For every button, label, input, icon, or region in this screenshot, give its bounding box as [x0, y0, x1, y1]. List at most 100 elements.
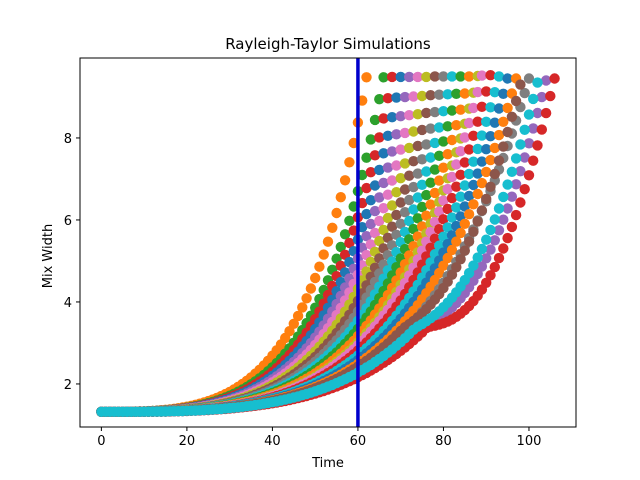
- data-point: [408, 181, 419, 193]
- data-point: [288, 318, 299, 329]
- data-point: [510, 179, 522, 190]
- data-point: [386, 200, 398, 211]
- data-point: [489, 261, 500, 273]
- data-point: [399, 184, 411, 195]
- data-point: [468, 226, 479, 237]
- data-point: [378, 72, 389, 83]
- data-point: [412, 168, 423, 179]
- data-point: [498, 116, 509, 128]
- data-point: [476, 243, 488, 255]
- data-point: [374, 192, 385, 203]
- data-point: [451, 88, 462, 100]
- data-point: [472, 168, 483, 179]
- data-point: [493, 225, 505, 236]
- data-point: [485, 131, 496, 142]
- data-point: [451, 202, 462, 213]
- chart-title: Rayleigh-Taylor Simulations: [225, 35, 431, 53]
- data-point: [335, 241, 346, 253]
- data-point: [455, 71, 466, 82]
- data-point: [442, 252, 453, 264]
- data-point: [365, 167, 376, 178]
- data-point: [489, 214, 500, 225]
- data-point: [532, 77, 543, 88]
- data-point: [399, 207, 411, 218]
- plot-area: [96, 58, 560, 427]
- data-point: [425, 152, 436, 163]
- data-point: [425, 90, 436, 101]
- data-point: [446, 71, 458, 82]
- data-point: [459, 88, 470, 99]
- data-point: [416, 179, 428, 190]
- data-point: [519, 184, 530, 195]
- axes-frame: [79, 57, 577, 428]
- data-point: [489, 142, 500, 154]
- data-point: [451, 120, 462, 131]
- data-point: [429, 71, 441, 82]
- data-point: [519, 124, 530, 135]
- data-point: [429, 187, 441, 199]
- data-point: [481, 144, 492, 155]
- data-point: [468, 179, 479, 191]
- data-point: [528, 93, 539, 105]
- data-point: [446, 192, 458, 204]
- series-23: [96, 77, 543, 417]
- x-axis-ticks: 0 20 40 60 80 100: [97, 427, 541, 449]
- data-point: [502, 73, 513, 84]
- data-point: [386, 221, 398, 232]
- data-point: [374, 215, 385, 227]
- data-point: [416, 90, 428, 102]
- data-point: [434, 175, 445, 186]
- data-point: [438, 162, 449, 173]
- data-point: [374, 132, 385, 143]
- data-point: [489, 168, 500, 180]
- data-point: [382, 93, 394, 104]
- data-point: [318, 249, 329, 260]
- data-point: [485, 181, 496, 192]
- data-point: [459, 157, 470, 168]
- data-point: [438, 214, 449, 225]
- data-point: [528, 123, 539, 134]
- data-point: [365, 195, 376, 206]
- y-axis-ticks: 2 4 6 8: [64, 132, 80, 393]
- data-point: [386, 175, 398, 186]
- data-point: [395, 218, 406, 229]
- data-point: [429, 137, 441, 149]
- data-point: [421, 189, 432, 201]
- y-tick-label: 8: [64, 132, 72, 147]
- data-point: [404, 194, 415, 206]
- data-point: [425, 199, 436, 210]
- data-point: [515, 139, 526, 150]
- data-point: [476, 205, 488, 216]
- data-point: [442, 149, 453, 160]
- data-point: [498, 191, 509, 203]
- data-point: [429, 164, 441, 175]
- data-point: [463, 144, 475, 155]
- data-point: [438, 136, 449, 147]
- data-point: [459, 245, 470, 256]
- data-point: [472, 252, 483, 263]
- data-point: [485, 154, 496, 166]
- data-point: [481, 116, 492, 128]
- data-point: [472, 143, 483, 155]
- data-point: [374, 94, 385, 105]
- data-point: [455, 146, 466, 157]
- data-point: [378, 148, 389, 159]
- data-point: [434, 206, 445, 217]
- data-point: [528, 155, 539, 166]
- data-point: [408, 91, 419, 102]
- data-point: [498, 243, 509, 254]
- data-point: [442, 183, 453, 195]
- data-point: [481, 166, 492, 178]
- data-point: [506, 191, 518, 202]
- data-point: [446, 212, 458, 223]
- data-point: [493, 252, 505, 264]
- y-axis-label: Mix Width: [41, 224, 56, 288]
- data-point: [476, 261, 488, 272]
- data-point: [434, 150, 445, 161]
- data-point: [416, 201, 428, 213]
- data-point: [485, 70, 496, 81]
- data-point: [399, 127, 411, 139]
- data-point: [391, 129, 402, 140]
- data-point: [310, 272, 321, 284]
- data-point: [476, 130, 488, 141]
